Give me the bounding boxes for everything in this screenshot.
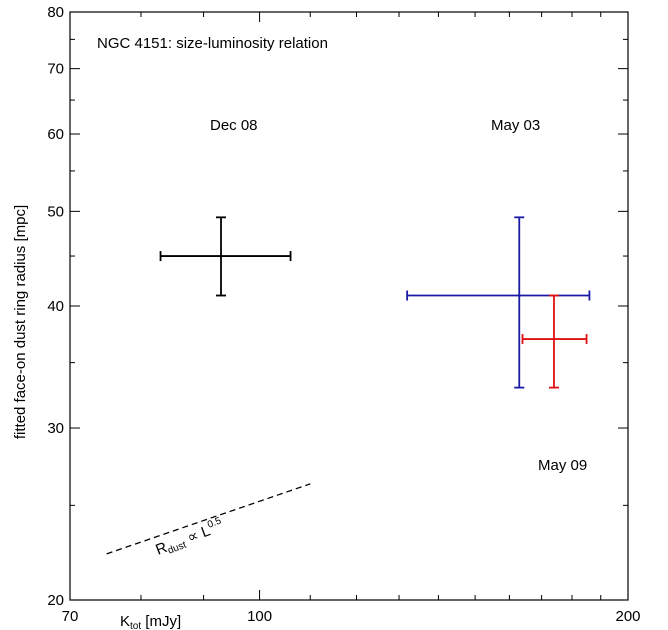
data-point [517, 294, 521, 297]
data-point [219, 254, 223, 258]
plot-border [69, 11, 629, 601]
data-point [552, 337, 556, 341]
y-tick-label: 30 [47, 420, 64, 437]
y-tick-label: 80 [47, 4, 64, 21]
chart-title: NGC 4151: size-luminosity relation [97, 35, 328, 52]
series-label-may09: May 09 [538, 457, 587, 474]
errorbar-may03 [406, 216, 591, 389]
y-tick-label: 60 [47, 126, 64, 143]
slope-line [106, 483, 311, 555]
y-tick-label: 20 [47, 592, 64, 609]
data-marks [159, 216, 591, 389]
slope-label-sup: 0.5 [206, 515, 223, 530]
x-axis-label-unit: [mJy] [141, 613, 181, 630]
axis-ticks: 70 100 200 20 30 40 50 60 70 80 [47, 4, 640, 625]
errorbar-dec08 [159, 216, 292, 297]
x-axis-label: Ktot [mJy] [120, 613, 181, 630]
errorbar-may09 [521, 294, 588, 389]
x-tick-label: 70 [62, 608, 79, 625]
x-tick-label: 200 [615, 608, 640, 625]
x-axis-label-main: K [120, 613, 130, 630]
y-tick-label: 40 [47, 298, 64, 315]
series-label-may03: May 03 [491, 117, 540, 134]
y-axis-label: fitted face-on dust ring radius [mpc] [12, 205, 29, 439]
x-tick-label: 100 [247, 608, 272, 625]
y-tick-label: 70 [47, 61, 64, 78]
plot-area [69, 11, 629, 601]
slope-label: Rdust ∝ L0.5 [153, 515, 227, 560]
y-tick-label: 50 [47, 203, 64, 220]
slope-annotation: Rdust ∝ L0.5 [106, 483, 311, 560]
series-label-dec08: Dec 08 [210, 117, 258, 134]
x-axis-label-sub: tot [130, 621, 141, 630]
